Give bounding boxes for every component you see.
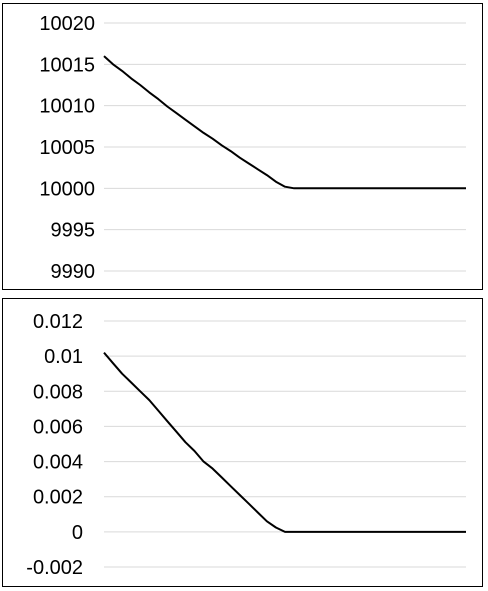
y-tick-label: 10005 [39, 137, 95, 159]
chart-panel-top: 10020 10015 10010 10005 10000 9995 9990 [2, 3, 483, 290]
y-tick-label: 0.008 [33, 381, 83, 403]
y-tick-label: 9990 [51, 261, 96, 283]
y-tick-label: 10000 [39, 178, 95, 200]
y-tick-label: 0.01 [44, 346, 83, 368]
series-line [103, 55, 466, 190]
y-tick-label: 0.012 [33, 311, 83, 333]
y-tick-label: 0 [72, 522, 83, 544]
y-tick-label: 9995 [51, 220, 96, 242]
chart-bottom: 0.012 0.01 0.008 0.006 0.004 0.002 0 -0.002 [26, 311, 466, 579]
y-tick-label: 10010 [39, 96, 95, 118]
y-tick-label: 0.004 [33, 452, 83, 474]
y-tick-label: 0.002 [33, 487, 83, 509]
chart-panel-bottom: 0.012 0.01 0.008 0.006 0.004 0.002 0 -0.002 [2, 298, 483, 587]
series-line [103, 351, 466, 533]
y-tick-label: 0.006 [33, 416, 83, 438]
y-tick-label: -0.002 [26, 557, 83, 579]
y-tick-label: 10020 [39, 13, 95, 35]
y-tick-label: 10015 [39, 54, 95, 76]
chart-top: 10020 10015 10010 10005 10000 9995 9990 [39, 13, 466, 283]
